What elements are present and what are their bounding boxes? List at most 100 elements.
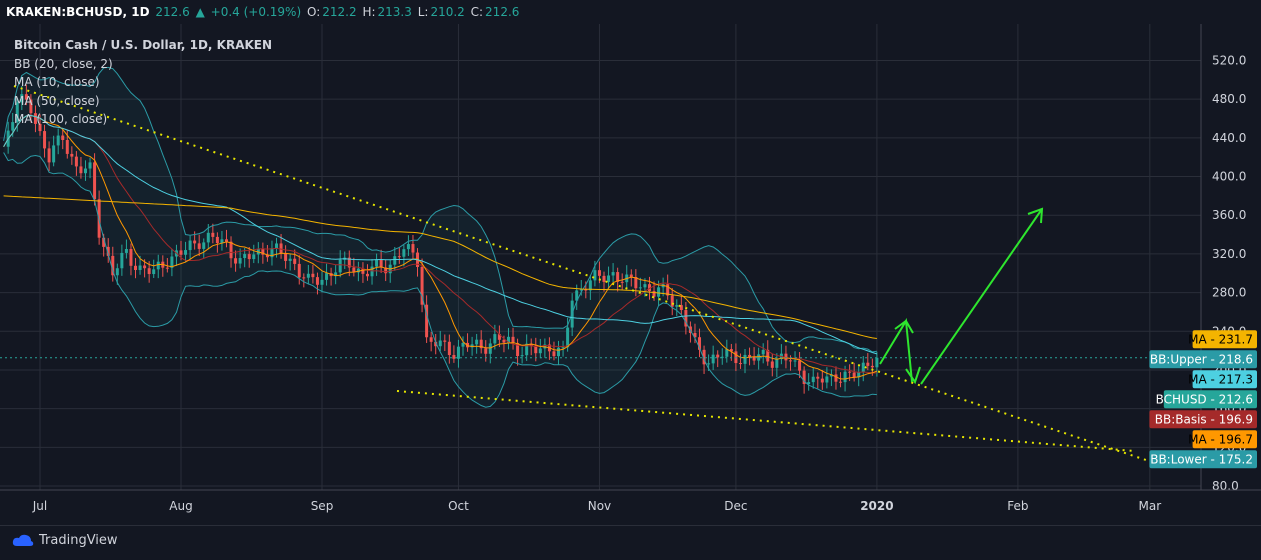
- candle-body: [470, 344, 474, 348]
- arrow-small-head: [894, 319, 914, 334]
- candle-body: [179, 250, 183, 255]
- candle-body: [243, 254, 247, 259]
- candle-body: [861, 362, 865, 373]
- x-tick-label: Oct: [448, 499, 469, 513]
- close-label: C:: [470, 5, 484, 19]
- candle-body: [593, 270, 597, 281]
- candle-body: [816, 376, 820, 379]
- candle-body: [761, 349, 765, 355]
- legend-ma10[interactable]: MA (10, close): [14, 75, 100, 90]
- open-value: 212.2: [322, 5, 357, 19]
- candle-body: [848, 371, 852, 373]
- candle-body: [338, 259, 342, 273]
- candle-body: [411, 244, 415, 253]
- candle-body: [788, 360, 792, 362]
- candle-body: [643, 284, 647, 288]
- upper-trendline: [13, 85, 1147, 461]
- candle-body: [193, 240, 197, 244]
- legend-bb[interactable]: BB (20, close, 2): [14, 56, 113, 71]
- price-change: +0.4 (+0.19%): [210, 5, 302, 19]
- high-value: 213.3: [377, 5, 412, 19]
- candle-body: [798, 360, 802, 371]
- candle-body: [620, 281, 624, 283]
- tradingview-logo[interactable]: TradingView: [12, 533, 118, 548]
- candle-body: [325, 273, 329, 280]
- candle-body: [138, 265, 142, 271]
- candle-body: [152, 269, 156, 275]
- candle-body: [311, 273, 315, 278]
- candle-body: [352, 267, 356, 273]
- candle-body: [575, 290, 579, 301]
- candle-body: [224, 239, 228, 242]
- chart-legend: Bitcoin Cash / U.S. Dollar, 1D, KRAKEN B…: [14, 36, 272, 129]
- candle-body: [634, 277, 638, 289]
- y-tick-label: 440.0: [1212, 131, 1246, 145]
- candle-body: [24, 94, 28, 100]
- candle-body: [843, 371, 847, 383]
- candle-body: [147, 268, 151, 275]
- candle-body: [297, 263, 301, 278]
- candle-body: [120, 252, 124, 269]
- candle-body: [65, 139, 69, 154]
- candle-body: [866, 362, 870, 366]
- open-label: O:: [306, 5, 321, 19]
- candle-body: [684, 310, 688, 327]
- x-tick-label: Mar: [1138, 499, 1161, 513]
- price-label-box: [1149, 450, 1257, 469]
- candle-body: [802, 370, 806, 385]
- indicator-lines: [0, 66, 1201, 408]
- candle-body: [261, 248, 265, 255]
- price-label-box: [1192, 370, 1257, 389]
- candle-body: [202, 242, 206, 249]
- price-label-text: BCHUSD - 212.6: [1156, 392, 1253, 406]
- x-tick-label: Jul: [32, 499, 47, 513]
- candle-body: [675, 305, 679, 307]
- arrow-large: [920, 208, 1043, 385]
- candle-body: [279, 243, 283, 254]
- low-value: 210.2: [430, 5, 465, 19]
- candle-body: [184, 250, 188, 255]
- candle-body: [784, 353, 788, 361]
- candle-body: [466, 342, 470, 348]
- candle-body: [33, 113, 37, 124]
- candle-body: [588, 280, 592, 291]
- candle-body: [638, 287, 642, 289]
- candle-body: [679, 305, 683, 311]
- candle-body: [602, 275, 606, 282]
- candle-body: [529, 343, 533, 346]
- candle-body: [334, 272, 338, 277]
- candle-body: [420, 266, 424, 305]
- candle-body: [315, 277, 319, 285]
- chart-title: Bitcoin Cash / U.S. Dollar, 1D, KRAKEN: [14, 38, 273, 52]
- candle-body: [375, 259, 379, 267]
- candle-body: [516, 343, 520, 357]
- candle-body: [757, 354, 761, 361]
- legend-ma50[interactable]: MA (50, close): [14, 93, 100, 108]
- price-chart[interactable]: 80.0120.0160.0200.0240.0280.0320.0360.04…: [0, 24, 1261, 525]
- price-labels: MA - 231.7 BB:Upper - 218.6 MA - 217.3 BCHU…: [1149, 330, 1257, 469]
- price-label-box: [1149, 410, 1257, 429]
- candle-body: [265, 254, 269, 258]
- legend-ma100[interactable]: MA (100, close): [14, 112, 108, 127]
- candle-body: [270, 248, 274, 258]
- symbol-header: KRAKEN:BCHUSD, 1D 212.6 ▲ +0.4 (+0.19%) …: [0, 0, 1261, 25]
- candle-body: [93, 162, 97, 200]
- candle-body: [306, 273, 310, 278]
- candle-body: [397, 256, 401, 258]
- bollinger-fill: [3, 67, 877, 408]
- candle-body: [247, 254, 251, 260]
- candle-body: [538, 348, 542, 354]
- candle-body: [38, 123, 42, 132]
- candle-body: [834, 374, 838, 382]
- price-label-text: BB:Upper - 218.6: [1150, 352, 1253, 366]
- candle-body: [820, 378, 824, 383]
- candle-body: [111, 255, 115, 276]
- candle-body: [584, 289, 588, 291]
- candle-body: [870, 365, 874, 368]
- symbol-name[interactable]: KRAKEN:BCHUSD, 1D: [6, 5, 150, 19]
- candle-body: [616, 272, 620, 282]
- price-label-text: MA - 217.3: [1188, 372, 1253, 386]
- x-tick-label: Sep: [311, 499, 334, 513]
- candle-body: [165, 267, 169, 269]
- footer-bar: TradingView: [0, 525, 1261, 560]
